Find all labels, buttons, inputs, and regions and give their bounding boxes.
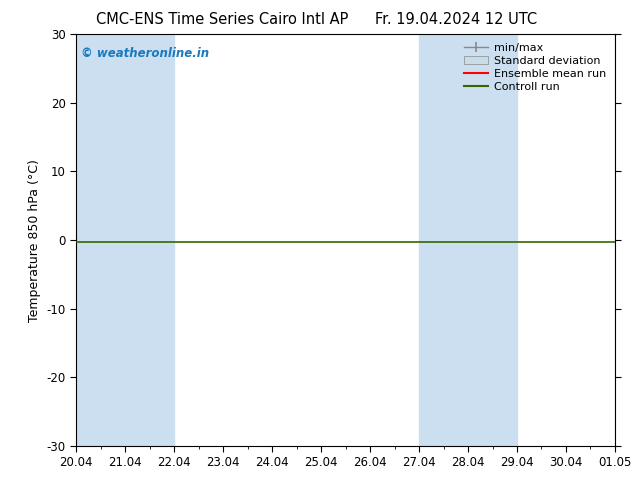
Legend: min/max, Standard deviation, Ensemble mean run, Controll run: min/max, Standard deviation, Ensemble me…: [460, 40, 609, 95]
Bar: [419, 34, 517, 446]
Bar: [76, 34, 174, 446]
Text: Fr. 19.04.2024 12 UTC: Fr. 19.04.2024 12 UTC: [375, 12, 538, 27]
Bar: [615, 34, 634, 446]
Text: CMC-ENS Time Series Cairo Intl AP: CMC-ENS Time Series Cairo Intl AP: [96, 12, 348, 27]
Y-axis label: Temperature 850 hPa (°C): Temperature 850 hPa (°C): [28, 159, 41, 321]
Text: © weatheronline.in: © weatheronline.in: [81, 47, 210, 60]
